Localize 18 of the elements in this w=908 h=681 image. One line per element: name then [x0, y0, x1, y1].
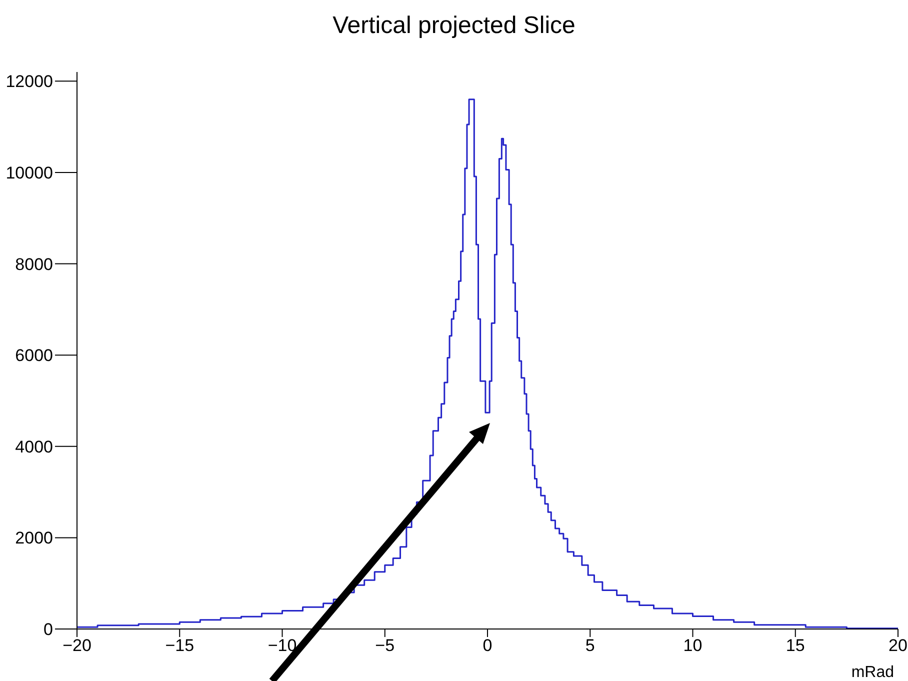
y-tick-label: 10000: [6, 163, 53, 182]
x-tick-label: 15: [786, 636, 805, 656]
x-tick-label: 20: [888, 636, 908, 656]
y-tick-label: 0: [44, 620, 53, 640]
y-tick-label: 12000: [6, 72, 53, 92]
x-tick-label: −10: [268, 636, 297, 656]
x-tick-label: −20: [62, 636, 92, 656]
y-tick-label: 6000: [15, 346, 53, 366]
chart-title: Vertical projected Slice: [332, 12, 576, 40]
x-tick-label: −15: [165, 636, 194, 656]
x-tick-label: −5: [375, 636, 395, 656]
x-tick-label: 5: [585, 636, 595, 656]
x-tick-label: 0: [482, 636, 492, 656]
x-axis-title: mRad: [851, 664, 894, 681]
x-tick-label: 10: [683, 636, 702, 656]
y-tick-label: 4000: [15, 437, 53, 456]
y-tick-label: 8000: [15, 254, 53, 274]
y-tick-label: 2000: [15, 528, 53, 548]
